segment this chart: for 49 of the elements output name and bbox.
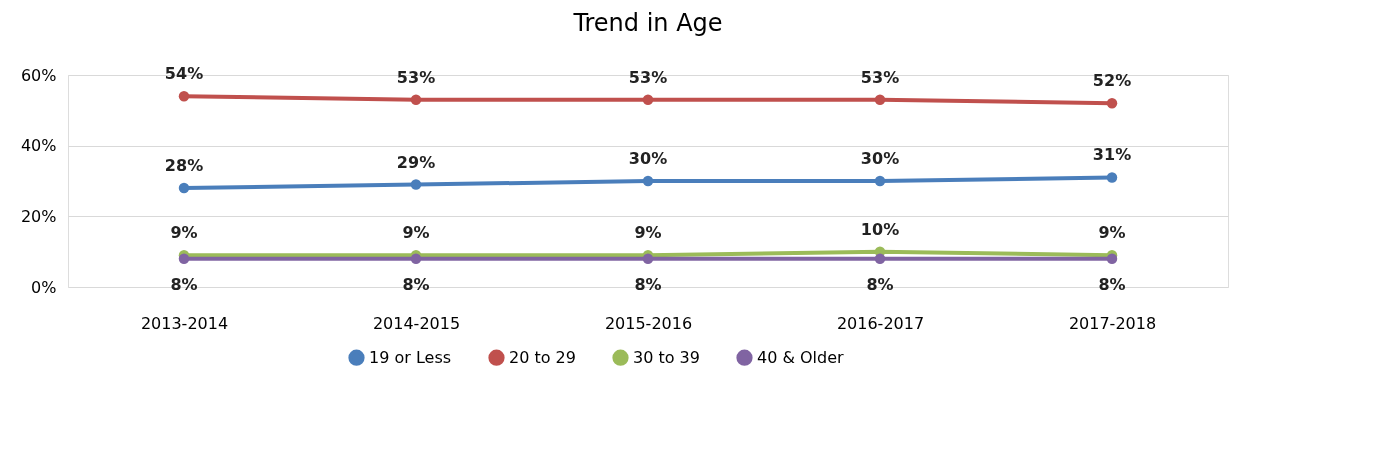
point [874, 175, 886, 187]
data-label: 10% [860, 219, 900, 239]
point [410, 179, 422, 190]
data-label: 53% [860, 67, 900, 87]
legend-label: 19 or Less [369, 347, 452, 367]
data-label: 54% [164, 64, 204, 84]
legend-label: 30 to 39 [633, 347, 700, 367]
data-label: 8% [170, 274, 198, 294]
chart-title: Trend in Age [572, 9, 723, 38]
point [410, 94, 422, 105]
data-label: 53% [628, 67, 668, 87]
data-label: 30% [628, 149, 668, 168]
x-tick-label: 2015-2016 [604, 313, 693, 333]
legend-label: 20 to 29 [509, 347, 576, 367]
data-label: 8% [866, 274, 894, 294]
point [178, 182, 190, 194]
x-tick-label: 2014-2015 [372, 313, 461, 333]
data-label: 8% [1098, 274, 1126, 294]
y-tick-label: 40% [20, 136, 57, 156]
data-label: 28% [164, 156, 204, 176]
point [1106, 172, 1118, 183]
y-tick-label: 60% [20, 65, 57, 85]
point [1106, 98, 1118, 109]
data-label: 9% [634, 223, 662, 243]
data-label: 53% [396, 67, 436, 87]
x-tick-label: 2017-2018 [1068, 313, 1157, 333]
data-label: 52% [1092, 71, 1132, 91]
point [642, 253, 654, 264]
y-tick-label: 0% [31, 277, 57, 297]
data-label: 30% [860, 149, 900, 168]
data-label: 8% [634, 274, 662, 294]
data-label: 9% [402, 223, 430, 243]
point [178, 90, 190, 102]
legend-label: 40 & Older [757, 347, 845, 367]
point [874, 94, 886, 105]
data-label: 9% [170, 223, 198, 243]
data-label: 29% [396, 152, 436, 172]
point [874, 253, 886, 264]
x-tick-label: 2013-2014 [140, 313, 229, 333]
point [642, 94, 654, 105]
data-label: 8% [402, 274, 430, 294]
data-label: 9% [1098, 223, 1126, 243]
point [178, 253, 190, 264]
data-label: 31% [1092, 145, 1132, 165]
point [410, 253, 422, 264]
x-tick-label: 2016-2017 [836, 313, 925, 333]
point [1106, 253, 1118, 264]
point [642, 175, 654, 187]
y-tick-label: 20% [20, 206, 57, 226]
